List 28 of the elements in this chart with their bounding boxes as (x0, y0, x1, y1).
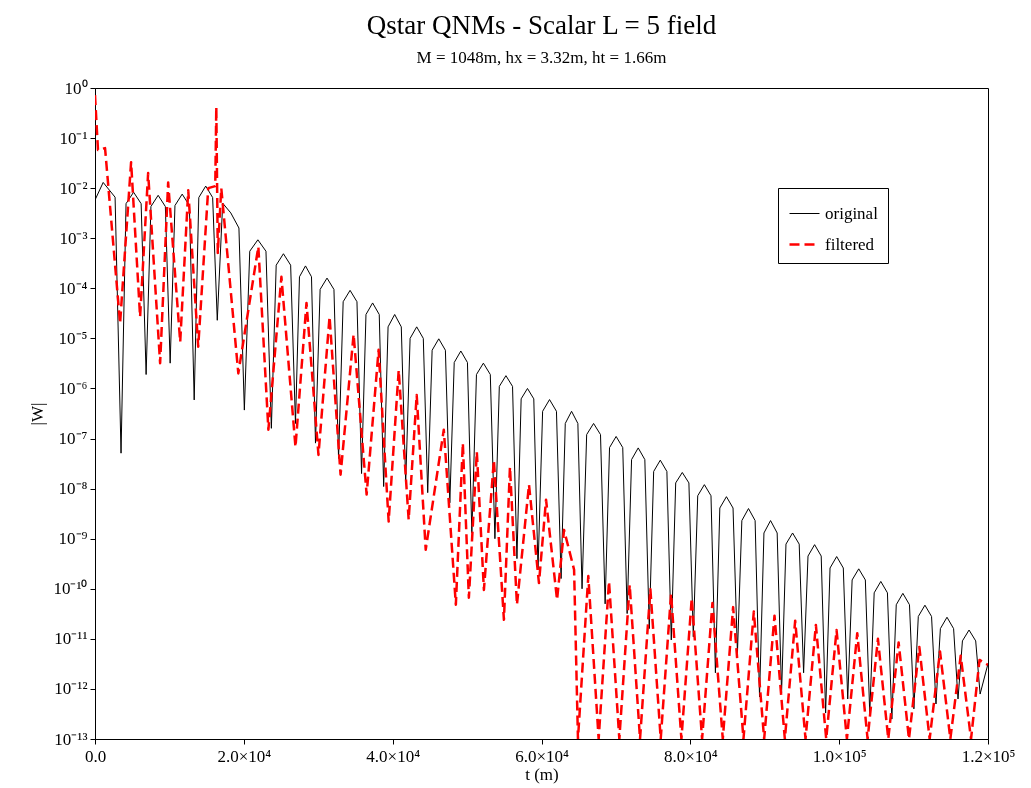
y-tick-label: 10⁻¹ (59, 128, 88, 148)
y-tick-label: 10⁻⁴ (58, 278, 88, 298)
x-tick-label: 2.0×10⁴ (217, 746, 272, 766)
x-tick-label: 0.0 (84, 746, 107, 766)
x-tick-label: 4.0×10⁴ (366, 746, 421, 766)
chart-subtitle: M = 1048m, hx = 3.32m, ht = 1.66m (416, 48, 667, 67)
y-tick-label: 10⁻¹² (54, 679, 88, 699)
y-tick-label: 10⁻³ (59, 228, 88, 248)
x-tick-label: 8.0×10⁴ (663, 746, 718, 766)
x-tick-label: 1.0×10⁵ (812, 746, 867, 766)
y-axis-title: |W| (28, 402, 48, 426)
y-tick-label: 10⁻⁵ (58, 328, 88, 348)
chart-title: Qstar QNMs - Scalar L = 5 field (366, 10, 717, 40)
y-tick-label: 10⁻⁶ (58, 378, 88, 398)
line-series (95, 93, 988, 739)
y-tick-label: 10⁻¹³ (54, 729, 88, 749)
x-axis-title: t (m) (525, 764, 559, 784)
x-tick-label: 1.2×10⁵ (961, 746, 1016, 766)
y-tick-label: 10⁻⁹ (58, 529, 88, 549)
y-tick-label: 10⁻¹⁰ (53, 579, 88, 599)
y-tick-label: 10⁻² (59, 178, 88, 198)
y-tick-label: 10⁻⁷ (58, 429, 88, 449)
y-tick-label: 10⁻¹¹ (54, 629, 88, 649)
y-tick-label: 10⁻⁸ (58, 479, 88, 499)
x-tick-label: 6.0×10⁴ (515, 746, 569, 766)
legend-label: original (825, 203, 879, 223)
y-tick-label: 10⁰ (64, 78, 88, 98)
legend-label: filtered (825, 234, 875, 254)
